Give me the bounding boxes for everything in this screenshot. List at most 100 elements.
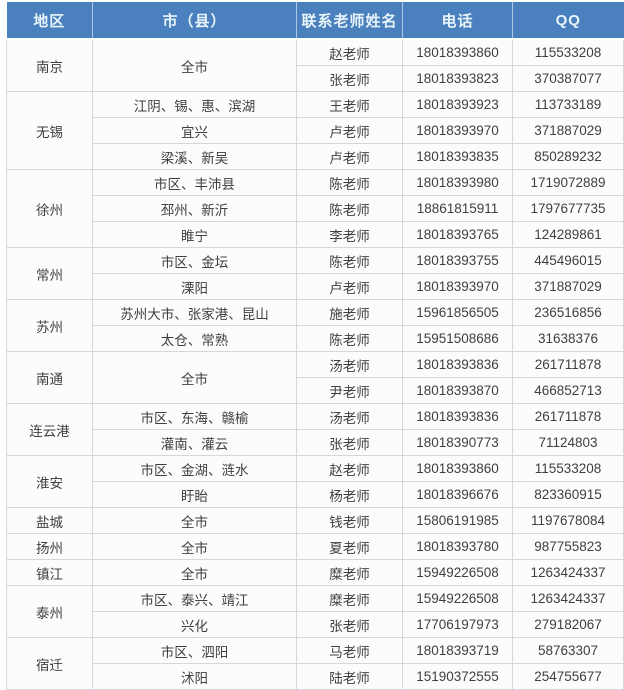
cell-teacher: 陈老师 [296,325,403,352]
teacher-contact-table: 地区 市（县） 联系老师姓名 电话 QQ 南京 全市 赵老师 180183938… [6,2,624,690]
cell-phone: 15806191985 [402,507,513,534]
cell-teacher: 施老师 [296,299,403,326]
cell-region: 连云港 [6,403,93,456]
cell-city: 睢宁 [92,221,297,248]
table-row: 邳州、新沂 陈老师 18861815911 1797677735 [7,195,624,222]
table-row: 无锡 江阴、锡、惠、滨湖 王老师 18018393923 113733189 [6,91,624,170]
column-header-phone: 电话 [402,2,513,40]
cell-qq: 1263424337 [512,559,624,586]
table-row: 宜兴 卢老师 18018393970 371887029 [7,117,624,144]
cell-region: 镇江 [6,559,93,586]
cell-region: 宿迁 [6,637,93,690]
cell-city: 市区、泰兴、靖江 [92,585,297,612]
cell-phone: 15190372555 [402,663,513,690]
cell-teacher: 张老师 [296,611,403,638]
table-row: 盐城 全市 钱老师 15806191985 1197678084 [6,507,624,534]
cell-teacher: 张老师 [296,65,403,92]
cell-teacher: 钱老师 [296,507,403,534]
cell-qq: 115533208 [512,38,624,66]
cell-city: 全市 [92,533,297,560]
cell-city: 兴化 [92,611,297,638]
cell-teacher: 赵老师 [296,38,403,66]
table-row: 盱眙 杨老师 18018396676 823360915 [7,481,624,508]
cell-teacher: 汤老师 [296,403,403,430]
cell-city: 苏州大市、张家港、昆山 [92,299,297,326]
cell-city: 溧阳 [92,273,297,300]
cell-teacher: 糜老师 [296,585,403,612]
cell-region: 徐州 [6,169,93,248]
table-row: 沭阳 陆老师 15190372555 254755677 [7,663,624,690]
cell-qq: 371887029 [512,117,624,144]
cell-teacher: 陈老师 [296,195,403,222]
table-row: 兴化 张老师 17706197973 279182067 [7,611,624,638]
cell-phone: 18018393923 [402,91,513,118]
table-row: 泰州 市区、泰兴、靖江 糜老师 15949226508 1263424337 [6,585,624,638]
cell-teacher: 陆老师 [296,663,403,690]
cell-qq: 466852713 [512,377,624,404]
cell-qq: 850289232 [512,143,624,170]
table-row: 扬州 全市 夏老师 18018393780 987755823 [6,533,624,560]
cell-city: 市区、金湖、涟水 [92,455,297,482]
cell-phone: 18861815911 [402,195,513,222]
cell-phone: 18018390773 [402,429,513,456]
table-header: 地区 市（县） 联系老师姓名 电话 QQ [6,2,624,40]
table-row: 溧阳 卢老师 18018393970 371887029 [7,273,624,300]
cell-qq: 71124803 [512,429,624,456]
cell-city: 邳州、新沂 [92,195,297,222]
column-header-city: 市（县） [92,2,297,40]
cell-city: 全市 [92,559,297,586]
table-body: 南京 全市 赵老师 18018393860 115533208 张老师 1801… [6,38,624,690]
cell-region: 无锡 [6,91,93,170]
cell-teacher: 糜老师 [296,559,403,586]
cell-city: 灌南、灌云 [92,429,297,456]
cell-teacher: 卢老师 [296,143,403,170]
cell-qq: 261711878 [512,403,624,430]
cell-region: 扬州 [6,533,93,560]
cell-phone: 18018393870 [402,377,513,404]
cell-qq: 823360915 [512,481,624,508]
cell-qq: 1263424337 [512,585,624,612]
column-header-region: 地区 [6,2,93,40]
cell-teacher: 马老师 [296,637,403,664]
table-row: 淮安 市区、金湖、涟水 赵老师 18018393860 115533208 [6,455,624,508]
table-row: 苏州 苏州大市、张家港、昆山 施老师 15961856505 236516856 [6,299,624,352]
table-row: 南京 全市 赵老师 18018393860 115533208 [6,38,624,92]
cell-city: 市区、丰沛县 [92,169,297,196]
cell-qq: 370387077 [512,65,624,92]
contact-table-container: 地区 市（县） 联系老师姓名 电话 QQ 南京 全市 赵老师 180183938… [6,2,624,690]
cell-teacher: 王老师 [296,91,403,118]
cell-qq: 279182067 [512,611,624,638]
cell-qq: 1719072889 [512,169,624,196]
cell-qq: 261711878 [512,351,624,378]
cell-region: 南京 [6,38,93,92]
cell-phone: 15949226508 [402,559,513,586]
cell-phone: 18018393860 [402,455,513,482]
cell-teacher: 陈老师 [296,169,403,196]
cell-phone: 18018393765 [402,221,513,248]
cell-qq: 124289861 [512,221,624,248]
cell-region: 盐城 [6,507,93,534]
cell-qq: 31638376 [512,325,624,352]
cell-region: 常州 [6,247,93,300]
cell-qq: 445496015 [512,247,624,274]
cell-phone: 18018393780 [402,533,513,560]
cell-city: 宜兴 [92,117,297,144]
cell-city: 梁溪、新吴 [92,143,297,170]
table-row: 张老师 18018393823 370387077 [7,65,624,92]
cell-qq: 1797677735 [512,195,624,222]
cell-phone: 15949226508 [402,585,513,612]
table-row: 徐州 市区、丰沛县 陈老师 18018393980 1719072889 [6,169,624,248]
table-row: 南通 全市 汤老师 18018393836 261711878 [6,351,624,404]
table-row: 灌南、灌云 张老师 18018390773 71124803 [7,429,624,456]
cell-qq: 236516856 [512,299,624,326]
cell-phone: 18018393755 [402,247,513,274]
table-row: 太仓、常熟 陈老师 15951508686 31638376 [7,325,624,352]
cell-phone: 18018396676 [402,481,513,508]
cell-phone: 18018393970 [402,273,513,300]
column-header-teacher: 联系老师姓名 [296,2,403,40]
cell-city: 江阴、锡、惠、滨湖 [92,91,297,118]
cell-qq: 113733189 [512,91,624,118]
cell-qq: 254755677 [512,663,624,690]
cell-city: 盱眙 [92,481,297,508]
cell-phone: 17706197973 [402,611,513,638]
